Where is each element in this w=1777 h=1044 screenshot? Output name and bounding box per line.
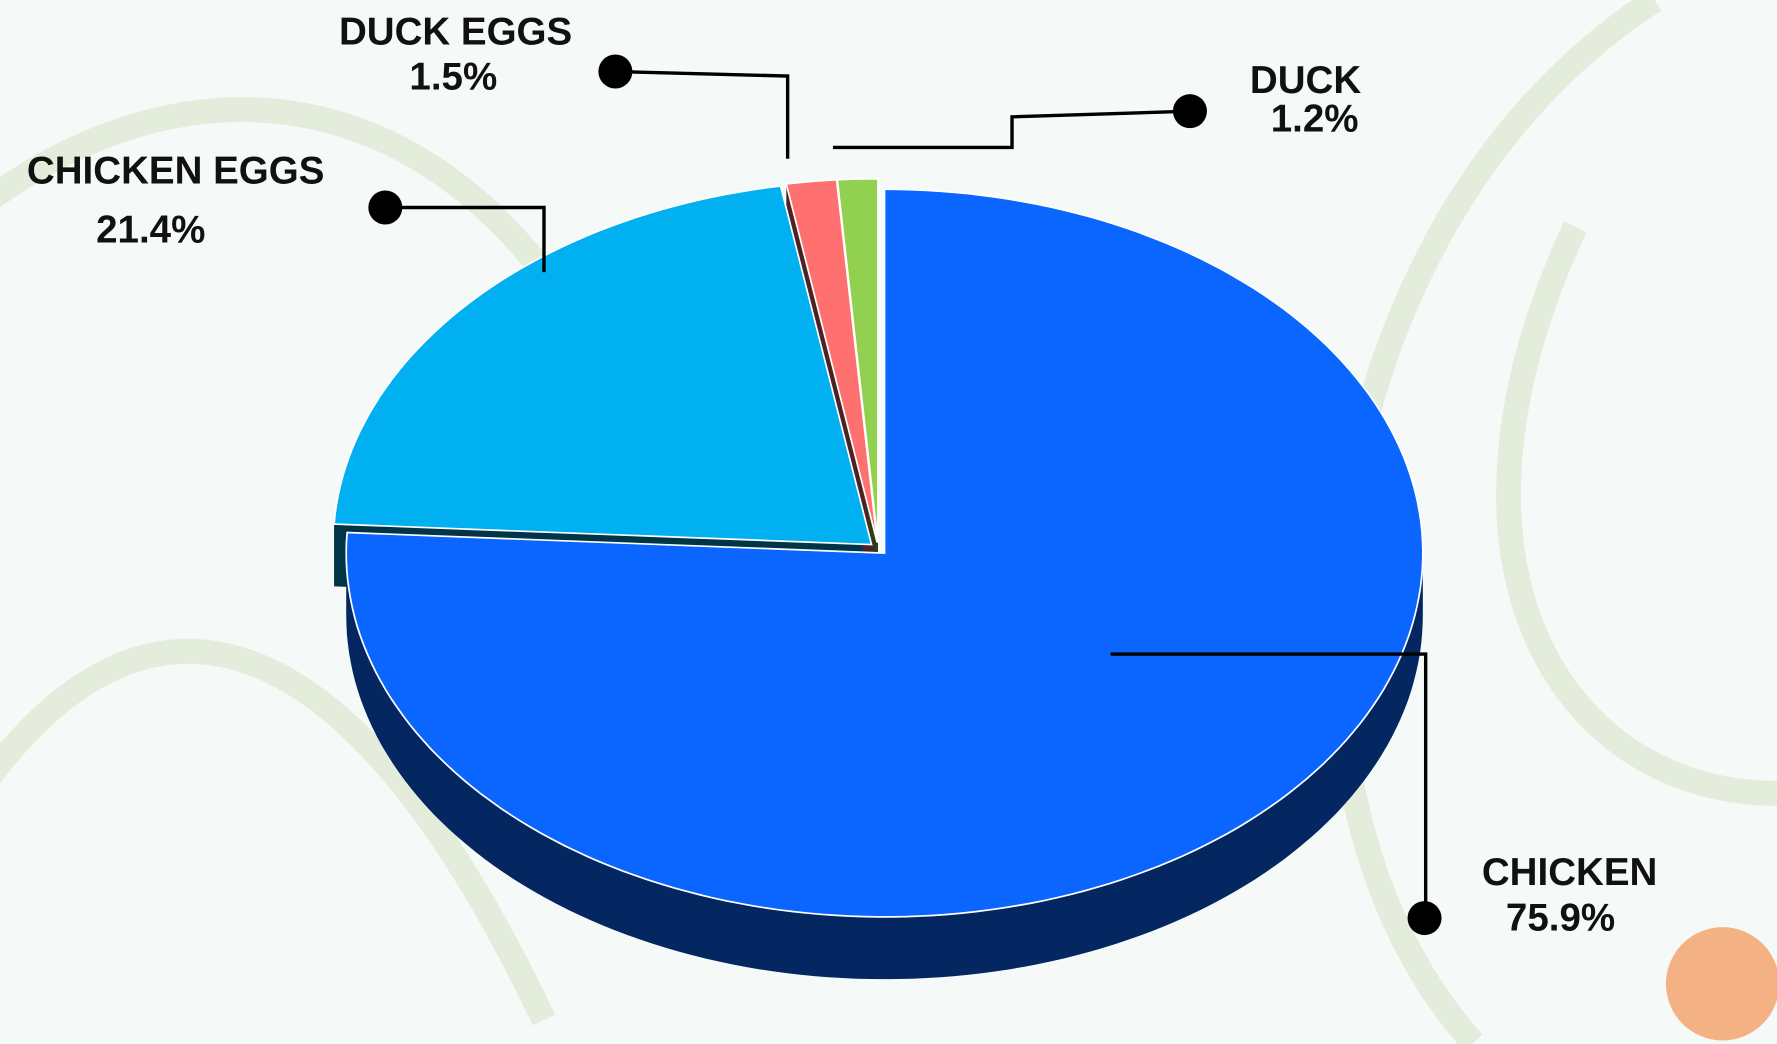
leader-line	[832, 109, 1191, 150]
slice	[836, 177, 879, 543]
leader-dot	[1407, 901, 1442, 936]
decor-arc	[0, 97, 601, 347]
leader-dot	[598, 54, 633, 89]
category-label: DUCK EGGS	[339, 10, 572, 53]
value-label: 1.2%	[1271, 98, 1359, 141]
leader-line	[615, 69, 790, 159]
pie	[333, 177, 1424, 980]
decor-arc	[1496, 221, 1777, 806]
slice	[333, 185, 873, 546]
slice	[345, 188, 1424, 918]
value-label: 75.9%	[1506, 897, 1615, 940]
leader-line	[1110, 652, 1428, 919]
value-label: 1.5%	[409, 56, 497, 99]
leader-dot	[368, 190, 403, 225]
category-label: CHICKEN	[1482, 851, 1657, 894]
slice-side	[346, 553, 1423, 980]
leader-line	[385, 205, 546, 273]
value-label: 21.4%	[96, 209, 205, 252]
decor-circle	[1665, 927, 1777, 1041]
category-label: CHICKEN EGGS	[27, 150, 324, 193]
category-label: DUCK	[1250, 59, 1361, 102]
leader-dot	[1172, 94, 1207, 129]
decor-arc	[0, 639, 556, 1026]
